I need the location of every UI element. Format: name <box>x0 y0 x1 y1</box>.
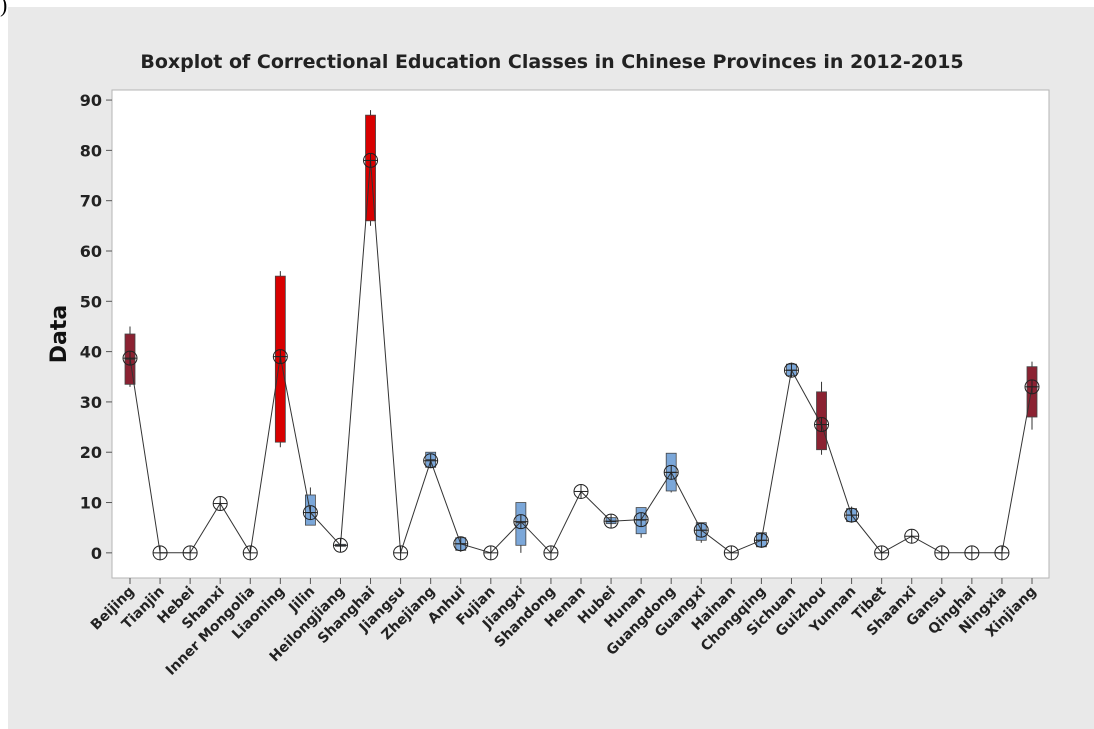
y-tick-label: 20 <box>80 443 102 462</box>
y-tick-label: 60 <box>80 242 102 261</box>
y-tick-label: 80 <box>80 141 102 160</box>
mean-marker <box>332 537 348 553</box>
mean-marker <box>603 513 619 529</box>
mean-marker <box>783 362 799 378</box>
mean-marker <box>573 483 589 499</box>
mean-marker <box>513 514 529 530</box>
y-tick-label: 40 <box>80 343 102 362</box>
mean-marker <box>302 505 318 521</box>
chart-title: Boxplot of Correctional Education Classe… <box>140 51 963 73</box>
mean-marker <box>483 545 499 561</box>
mean-marker <box>122 350 138 366</box>
y-tick-label: 30 <box>80 393 102 412</box>
mean-markers-layer <box>122 152 1040 561</box>
mean-marker <box>753 532 769 548</box>
mean-marker <box>723 545 739 561</box>
mean-marker <box>994 545 1010 561</box>
mean-marker <box>904 528 920 544</box>
y-tick-label: 70 <box>80 192 102 211</box>
y-tick-label: 0 <box>91 544 102 563</box>
mean-marker <box>453 536 469 552</box>
mean-marker <box>212 496 228 512</box>
mean-marker <box>663 464 679 480</box>
mean-marker <box>934 545 950 561</box>
mean-marker <box>1024 379 1040 395</box>
mean-marker <box>633 512 649 528</box>
y-tick-label: 90 <box>80 91 102 110</box>
mean-marker <box>182 545 198 561</box>
y-tick-label: 10 <box>80 494 102 513</box>
mean-marker <box>844 507 860 523</box>
mean-marker <box>423 453 439 469</box>
y-axis: 0 10 20 30 40 50 60 70 80 90 <box>80 91 112 563</box>
iqr-box <box>365 114 376 222</box>
mean-marker <box>152 545 168 561</box>
mean-marker <box>543 545 559 561</box>
mean-marker <box>814 417 830 433</box>
y-tick-label: 50 <box>80 292 102 311</box>
mean-marker <box>363 152 379 168</box>
mean-marker <box>693 522 709 538</box>
mean-marker <box>272 349 288 365</box>
plot-area <box>111 89 1050 579</box>
mean-marker <box>874 545 890 561</box>
mean-marker <box>393 545 409 561</box>
mean-marker <box>242 545 258 561</box>
corner-mark: ) <box>0 0 8 17</box>
y-axis-label: Data <box>47 305 72 363</box>
mean-marker <box>964 545 980 561</box>
